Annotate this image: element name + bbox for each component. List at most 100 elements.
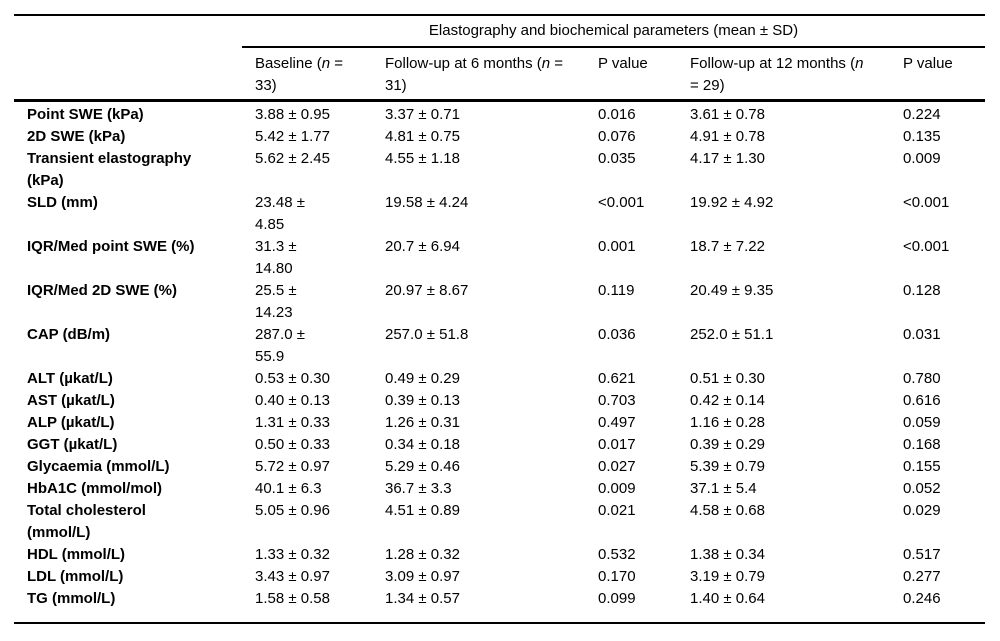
cell-baseline: 0.40 ± 0.13 — [255, 392, 330, 409]
cell-baseline: 0.53 ± 0.30 — [255, 370, 330, 387]
cell-pvalue-6m: 0.703 — [598, 392, 636, 409]
cell-pvalue-12m: 0.031 — [903, 326, 941, 343]
cell-pvalue-6m: 0.009 — [598, 480, 636, 497]
cell-followup-12m: 19.92 ± 4.92 — [690, 194, 774, 211]
cell-followup-6m: 4.55 ± 1.18 — [385, 150, 460, 167]
table-row: ALT (µkat/L) 0.53 ± 0.30 0.49 ± 0.29 0.621 0… — [14, 368, 985, 390]
table-row: LDL (mmol/L) 3.43 ± 0.97 3.09 ± 0.97 0.170 3… — [14, 566, 985, 588]
table-row: Transient elastography (kPa) 5.62 ± 2.45 4… — [14, 148, 985, 192]
cell-followup-12m: 1.16 ± 0.28 — [690, 414, 765, 431]
col-header-baseline: Baseline (n = 33) — [242, 47, 372, 102]
cell-baseline: 1.33 ± 0.32 — [255, 546, 330, 563]
cell-pvalue-12m: <0.001 — [903, 194, 950, 211]
cell-baseline: 5.62 ± 2.45 — [255, 150, 330, 167]
row-label: IQR/Med point SWE (%) — [27, 238, 195, 255]
cell-pvalue-12m: <0.001 — [903, 238, 950, 255]
cell-pvalue-12m: 0.224 — [903, 106, 941, 123]
column-header-row: Baseline (n = 33) Follow-up at 6 months … — [14, 47, 986, 102]
cell-baseline: 1.31 ± 0.33 — [255, 414, 330, 431]
row-label: GGT (µkat/L) — [27, 436, 118, 453]
table-row: HbA1C (mmol/mol) 40.1 ± 6.3 36.7 ± 3.3 0.00… — [14, 478, 985, 500]
cell-pvalue-6m: 0.017 — [598, 436, 636, 453]
cell-pvalue-6m: 0.532 — [598, 546, 636, 563]
col-header-pvalue-12m: P value — [890, 47, 986, 102]
table-row: GGT (µkat/L) 0.50 ± 0.33 0.34 ± 0.18 0.017 0… — [14, 434, 985, 456]
cell-baseline: 3.43 ± 0.97 — [255, 568, 330, 585]
col-header-followup-12m: Follow-up at 12 months (n = 29) — [677, 47, 890, 102]
cell-baseline: 25.5 ± 14.23 — [255, 282, 297, 321]
cell-followup-6m: 3.09 ± 0.97 — [385, 568, 460, 585]
cell-pvalue-6m: 0.027 — [598, 458, 636, 475]
cell-followup-6m: 4.51 ± 0.89 — [385, 502, 460, 519]
cell-followup-12m: 20.49 ± 9.35 — [690, 282, 774, 299]
col-header-pvalue-6m: P value — [585, 47, 677, 102]
cell-baseline: 5.05 ± 0.96 — [255, 502, 330, 519]
cell-followup-6m: 20.7 ± 6.94 — [385, 238, 460, 255]
row-label: TG (mmol/L) — [27, 590, 116, 607]
table-row: Glycaemia (mmol/L) 5.72 ± 0.97 5.29 ± 0.46… — [14, 456, 985, 478]
cell-followup-6m: 5.29 ± 0.46 — [385, 458, 460, 475]
cell-followup-12m: 4.58 ± 0.68 — [690, 502, 765, 519]
cell-baseline: 5.42 ± 1.77 — [255, 128, 330, 145]
cell-pvalue-12m: 0.517 — [903, 546, 941, 563]
parameters-table: Elastography and biochemical parameters … — [14, 14, 986, 624]
row-label: HDL (mmol/L) — [27, 546, 126, 563]
table-row: CAP (dB/m) 287.0 ± 55.9 257.0 ± 51.8 0.036 2… — [14, 324, 985, 368]
row-label: Transient elastography (kPa) — [27, 150, 192, 189]
row-label: SLD (mm) — [27, 194, 98, 211]
cell-pvalue-6m: 0.016 — [598, 106, 636, 123]
row-label: LDL (mmol/L) — [27, 568, 124, 585]
cell-followup-6m: 19.58 ± 4.24 — [385, 194, 469, 211]
table-body: Point SWE (kPa) 3.88 ± 0.95 3.37 ± 0.71 0.0… — [14, 101, 985, 624]
col-header-followup-6m: Follow-up at 6 months (n = 31) — [372, 47, 585, 102]
col-header-n-italic: n — [321, 55, 331, 72]
cell-followup-12m: 37.1 ± 5.4 — [690, 480, 757, 497]
cell-pvalue-12m: 0.155 — [903, 458, 941, 475]
cell-pvalue-6m: 0.119 — [598, 282, 635, 299]
cell-pvalue-6m: 0.621 — [598, 370, 636, 387]
cell-baseline: 287.0 ± 55.9 — [255, 326, 305, 365]
cell-pvalue-12m: 0.128 — [903, 282, 941, 299]
cell-pvalue-6m: 0.021 — [598, 502, 636, 519]
col-header-text: = 33) — [255, 55, 343, 94]
cell-pvalue-12m: 0.029 — [903, 502, 941, 519]
cell-pvalue-12m: 0.059 — [903, 414, 941, 431]
cell-pvalue-12m: 0.168 — [903, 436, 941, 453]
corner-cell — [14, 15, 242, 47]
col-header-text: Follow-up at 12 months ( — [690, 55, 856, 72]
cell-baseline: 0.50 ± 0.33 — [255, 436, 330, 453]
cell-followup-6m: 0.39 ± 0.13 — [385, 392, 460, 409]
cell-followup-12m: 0.51 ± 0.30 — [690, 370, 765, 387]
cell-followup-12m: 1.38 ± 0.34 — [690, 546, 765, 563]
cell-followup-6m: 36.7 ± 3.3 — [385, 480, 452, 497]
table-row: ALP (µkat/L) 1.31 ± 0.33 1.26 ± 0.31 0.497 1… — [14, 412, 985, 434]
cell-followup-12m: 1.40 ± 0.64 — [690, 590, 765, 607]
cell-followup-12m: 5.39 ± 0.79 — [690, 458, 765, 475]
row-label: Total cholesterol (mmol/L) — [27, 502, 146, 541]
row-label: ALT (µkat/L) — [27, 370, 113, 387]
col-header-n-italic: n — [855, 55, 864, 72]
cell-followup-6m: 0.34 ± 0.18 — [385, 436, 460, 453]
span-header-title: Elastography and biochemical parameters … — [242, 15, 986, 48]
cell-followup-12m: 3.61 ± 0.78 — [690, 106, 765, 123]
cell-baseline: 23.48 ± 4.85 — [255, 194, 305, 233]
row-label: CAP (dB/m) — [27, 326, 111, 343]
corner-cell — [14, 47, 242, 102]
cell-pvalue-12m: 0.009 — [903, 150, 941, 167]
table-row: SLD (mm) 23.48 ± 4.85 19.58 ± 4.24 <0.001 19… — [14, 192, 985, 236]
cell-followup-12m: 4.17 ± 1.30 — [690, 150, 765, 167]
cell-pvalue-12m: 0.780 — [903, 370, 941, 387]
cell-pvalue-6m: 0.001 — [598, 238, 636, 255]
table-row: IQR/Med point SWE (%) 31.3 ± 14.80 20.7 ± … — [14, 236, 985, 280]
table-row: HDL (mmol/L) 1.33 ± 0.32 1.28 ± 0.32 0.532 1… — [14, 544, 985, 566]
cell-baseline: 5.72 ± 0.97 — [255, 458, 330, 475]
table-row: Total cholesterol (mmol/L) 5.05 ± 0.96 4.5… — [14, 500, 985, 544]
row-label: Glycaemia (mmol/L) — [27, 458, 170, 475]
col-header-n-italic: n — [541, 55, 551, 72]
cell-baseline: 3.88 ± 0.95 — [255, 106, 330, 123]
cell-pvalue-6m: 0.497 — [598, 414, 636, 431]
span-header-row: Elastography and biochemical parameters … — [14, 15, 986, 48]
cell-baseline: 40.1 ± 6.3 — [255, 480, 322, 497]
cell-followup-6m: 3.37 ± 0.71 — [385, 106, 460, 123]
